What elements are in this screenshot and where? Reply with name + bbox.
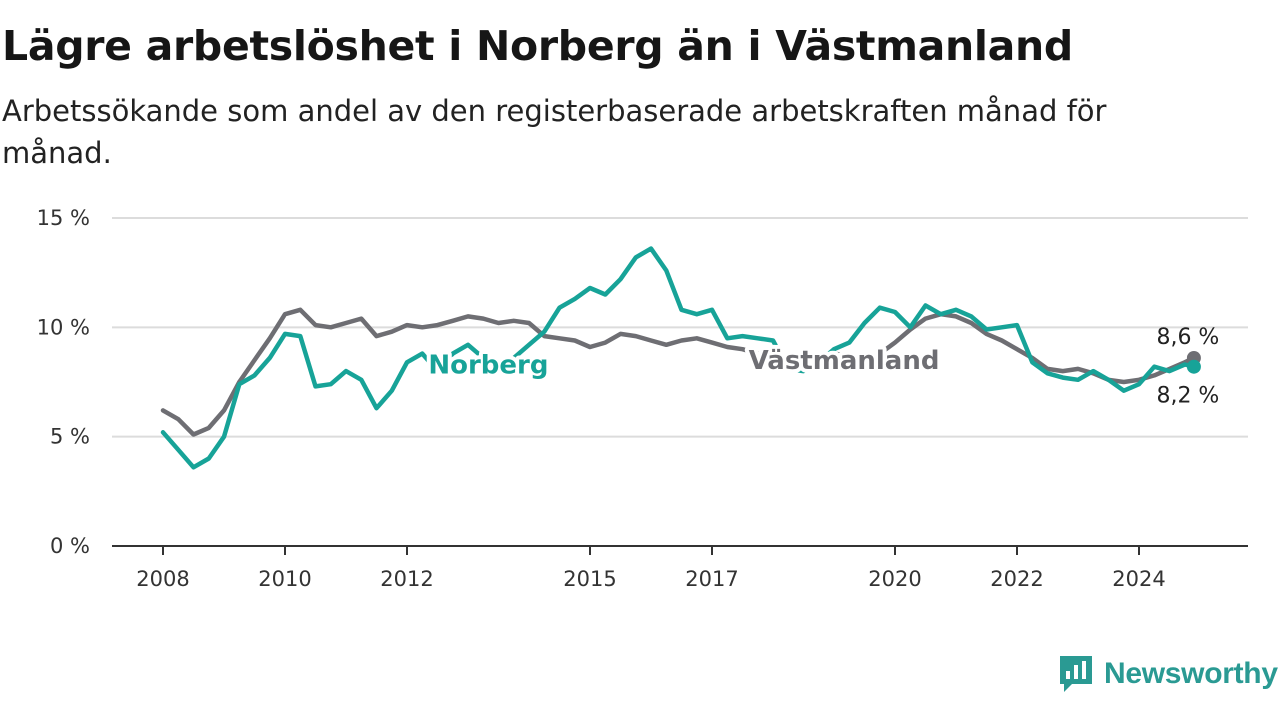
chart-title: Lägre arbetslöshet i Norberg än i Västma… [2,22,1073,70]
x-tick-label: 2015 [563,567,616,591]
x-tick-label: 2010 [258,567,311,591]
newsworthy-logo: Newsworthy [1058,654,1278,694]
y-tick-label: 10 % [37,315,90,339]
x-tick-label: 2008 [136,567,189,591]
series-line-västmanland [160,307,1197,437]
series-lines [160,246,1201,470]
y-tick-label: 15 % [37,206,90,230]
end-value-label: 8,2 % [1156,384,1219,409]
end-value-label: 8,6 % [1156,325,1219,350]
series-labels: 8,6 % 8,2 % Norberg Västmanland [424,325,1219,409]
x-tick-label: 2020 [868,567,921,591]
x-axis: 2008 2010 2012 2015 2017 2020 2022 2024 [136,546,1166,591]
line-chart: 0 %5 %10 %15 % 2008 2010 2012 2015 2017 2020 2… [37,206,1248,591]
x-tick-label: 2017 [685,567,738,591]
y-axis: 0 % 5 % 10 % 15 % [37,206,90,558]
brand-name: Newsworthy [1104,657,1278,690]
series-line-norberg [160,246,1197,470]
end-point-norberg [1186,359,1201,374]
chart-subtitle: Arbetssökande som andel av den registerb… [2,94,1107,170]
newsworthy-chart-icon [1060,656,1092,692]
y-tick-label: 0 % [50,534,90,558]
x-tick-label: 2022 [990,567,1043,591]
grid-lines [112,217,1248,438]
x-tick-label: 2024 [1112,567,1165,591]
y-tick-label: 5 % [50,425,90,449]
series-name-label: Norberg [428,350,548,380]
series-name-label: Västmanland [749,346,940,376]
x-tick-label: 2012 [380,567,433,591]
